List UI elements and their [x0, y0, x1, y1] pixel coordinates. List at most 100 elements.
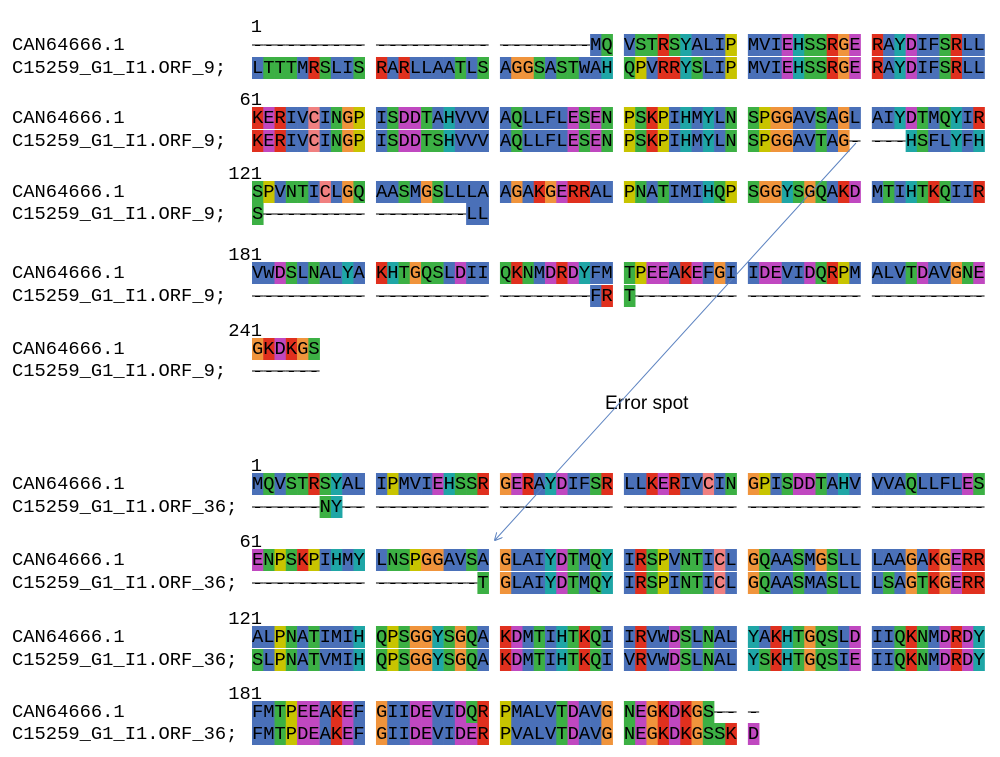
residue-cell: [375, 549, 388, 571]
residue-cell: [353, 626, 365, 648]
residue-cell: [646, 34, 659, 56]
residue-cell: [590, 285, 602, 307]
residue-cell: [804, 549, 816, 571]
residue-cell: [950, 572, 963, 594]
residue-cell: [522, 649, 535, 671]
residue-cell: [680, 473, 692, 495]
residue-cell: [590, 723, 602, 745]
residue-cell: [285, 626, 298, 648]
residue-cell: [398, 262, 411, 284]
residue-cell: [714, 107, 726, 129]
residue-cell: [770, 626, 782, 648]
residue-cell: [421, 181, 433, 203]
residue-cell: [567, 130, 580, 152]
residue-cell: [252, 723, 264, 745]
residue-cell: [330, 107, 343, 129]
residue-cell: [792, 34, 805, 56]
residue-cell: [567, 649, 580, 671]
residue-cell: [567, 549, 580, 571]
residue-cell: [702, 626, 715, 648]
residue-cell: [826, 262, 839, 284]
residue-cell: [668, 701, 681, 723]
residue-cell: [883, 649, 895, 671]
sequence: ---------- ---------- --------MQ VSTRSYA…: [252, 34, 985, 56]
residue-cell: [939, 649, 952, 671]
residue-cell: [668, 57, 681, 79]
sequence: FMTPEEAKEF GIIDEVIDQR PMALVTDAVG NEGKDKG…: [252, 701, 759, 723]
residue-cell: [285, 549, 298, 571]
residue-cell: [398, 107, 411, 129]
residue-cell: [680, 181, 692, 203]
residue-cell: [939, 107, 952, 129]
residue-cell: [905, 262, 918, 284]
residue-cell: [781, 130, 794, 152]
residue-cell: [894, 626, 906, 648]
residue-cell: [466, 262, 478, 284]
residue-cell: [635, 57, 647, 79]
residue-cell: [646, 723, 659, 745]
residue-cell: [657, 57, 670, 79]
residue-cell: [545, 649, 557, 671]
residue-cell: [590, 107, 602, 129]
residue-cell: [285, 181, 298, 203]
residue-cell: [668, 262, 681, 284]
residue-cell: [466, 181, 478, 203]
residue-cell: [928, 181, 940, 203]
residue-cell: [590, 181, 602, 203]
residue-cell: [668, 626, 681, 648]
residue-cell: [894, 549, 906, 571]
block-start: 61: [239, 531, 262, 553]
residue-cell: [657, 723, 670, 745]
sequence-name: C15259_G1_I1.ORF_36;: [12, 649, 237, 671]
residue-cell: [443, 181, 456, 203]
residue-cell: [973, 549, 985, 571]
residue-cell: [387, 262, 399, 284]
residue-cell: [454, 626, 467, 648]
residue-cell: [578, 723, 591, 745]
residue-cell: [714, 649, 726, 671]
residue-cell: [545, 130, 557, 152]
residue-cell: [826, 57, 839, 79]
residue-cell: [556, 107, 568, 129]
residue-cell: [894, 34, 906, 56]
residue-cell: [871, 649, 884, 671]
residue-cell: [646, 649, 659, 671]
residue-cell: [623, 34, 636, 56]
residue-cell: [680, 723, 692, 745]
residue-cell: [590, 549, 602, 571]
residue-cell: [623, 649, 636, 671]
residue-cell: [838, 572, 850, 594]
residue-cell: [623, 723, 636, 745]
residue-cell: [319, 626, 332, 648]
residue-cell: [815, 649, 828, 671]
residue-cell: [702, 701, 715, 723]
residue-cell: [916, 626, 929, 648]
residue-cell: [533, 130, 546, 152]
residue-cell: [928, 649, 940, 671]
residue-cell: [657, 549, 670, 571]
residue-cell: [353, 130, 365, 152]
residue-cell: [533, 262, 546, 284]
residue-cell: [894, 57, 906, 79]
residue-cell: [635, 181, 647, 203]
residue-cell: [342, 649, 354, 671]
residue-cell: [714, 549, 726, 571]
residue-cell: [725, 626, 737, 648]
residue-cell: [646, 130, 659, 152]
residue-cell: [308, 701, 320, 723]
residue-cell: [533, 649, 546, 671]
residue-cell: [511, 262, 523, 284]
residue-cell: [973, 34, 985, 56]
residue-cell: [297, 649, 309, 671]
residue-cell: [308, 338, 320, 360]
residue-cell: [511, 626, 523, 648]
residue-cell: [398, 473, 411, 495]
residue-cell: [567, 626, 580, 648]
residue-cell: [567, 473, 580, 495]
residue-cell: [770, 262, 782, 284]
residue-cell: [263, 549, 275, 571]
residue-cell: [691, 701, 704, 723]
residue-cell: [668, 572, 681, 594]
residue-cell: [804, 473, 816, 495]
residue-cell: [702, 473, 715, 495]
